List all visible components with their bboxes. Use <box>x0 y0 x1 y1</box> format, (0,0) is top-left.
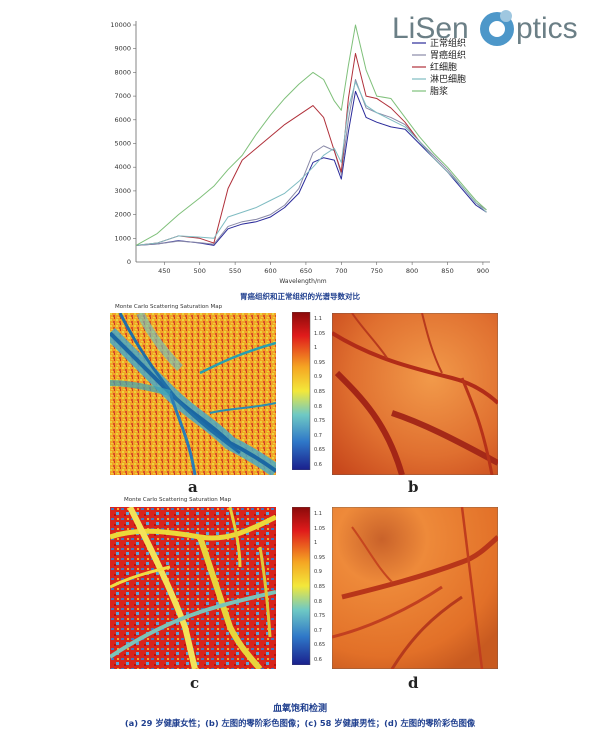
series-line-1 <box>135 90 487 246</box>
colorbar-tick-label: 0.7 <box>314 627 322 634</box>
y-tick-label: 10000 <box>110 21 131 29</box>
colorbar-tick-label: 0.8 <box>314 403 322 410</box>
panel-a-map-title: Monte Carlo Scattering Saturation Map <box>115 304 223 310</box>
x-tick-label: 700 <box>335 267 347 275</box>
colorbar-tick-label: 0.6 <box>314 462 322 468</box>
y-tick-label: 8000 <box>114 68 131 76</box>
colorbar-tick-label: 0.65 <box>314 642 326 649</box>
colorbar-tick-label: 0.95 <box>314 554 326 561</box>
colorbar-tick-label: 0.6 <box>314 657 322 663</box>
colorbar-tick-label: 1 <box>314 540 318 547</box>
panel-letter-a: a <box>188 478 198 496</box>
colorbar-tick-label: 0.75 <box>314 418 326 425</box>
panel-letter-d: d <box>408 674 419 692</box>
panel-b-color-fundus-image <box>332 313 498 475</box>
colorbar-tick-label: 0.95 <box>314 359 326 366</box>
x-tick-label: 900 <box>477 267 489 275</box>
colorbar-top <box>292 312 311 470</box>
panel-letter-b: b <box>408 478 419 496</box>
x-tick-label: 850 <box>441 267 453 275</box>
logo-text-left: LiSen <box>392 12 469 45</box>
y-tick-label: 5000 <box>114 140 131 148</box>
logo-o-mark <box>480 10 514 46</box>
colorbar-top-ticks: 1.1 1.05 1 0.95 0.9 0.85 0.8 0.75 0.7 0.65 0.6 <box>314 312 338 470</box>
legend-label: 胃癌组织 <box>430 49 466 61</box>
spectral-line-chart: 1000200030004000500060007000800090001000… <box>110 21 490 285</box>
logo-text-right: ptics <box>516 12 578 45</box>
x-tick-label: 650 <box>300 267 312 275</box>
panel-a-saturation-map <box>110 313 276 475</box>
x-tick-label: 800 <box>406 267 418 275</box>
colorbar-bottom <box>292 507 311 665</box>
x-axis-label: Wavelength/nm <box>279 278 326 285</box>
chart-series-group <box>135 24 487 246</box>
x-tick-label: 450 <box>158 267 170 275</box>
y-tick-label: 4000 <box>114 163 131 171</box>
series-line-5 <box>135 24 487 246</box>
panel-c-map-title: Monte Carlo Scattering Saturation Map <box>124 497 232 503</box>
colorbar-tick-label: 1.05 <box>314 525 326 532</box>
series-line-4 <box>135 81 487 246</box>
x-tick-label: 600 <box>264 267 276 275</box>
colorbar-bottom-ticks: 1.1 1.05 1 0.95 0.9 0.85 0.8 0.75 0.7 0.65 0.6 <box>314 507 338 665</box>
colorbar-tick-label: 1.1 <box>314 511 322 517</box>
chart-axes: 1000200030004000500060007000800090001000… <box>110 21 490 285</box>
colorbar-tick-label: 0.75 <box>314 613 326 620</box>
legend-label: 淋巴细胞 <box>430 73 466 85</box>
panel-c-saturation-map <box>110 507 276 669</box>
y-tick-label: 0 <box>127 258 131 266</box>
y-tick-label: 3000 <box>114 187 131 195</box>
y-tick-label: 7000 <box>114 92 131 100</box>
panel-letter-c: c <box>190 674 200 692</box>
figure-caption-title: 血氧饱和检测 <box>272 704 327 714</box>
panel-d-color-fundus-image <box>332 507 498 669</box>
colorbar-tick-label: 0.8 <box>314 598 322 605</box>
y-tick-label: 6000 <box>114 116 131 124</box>
x-tick-label: 750 <box>371 267 383 275</box>
figure-caption-subtitle: (a) 29 岁健康女性；(b) 左图的零阶彩色图像；(c) 58 岁健康男性；… <box>124 718 476 728</box>
chart-caption: 胃癌组织和正常组织的光谱导数对比 <box>240 292 360 301</box>
y-tick-label: 9000 <box>114 45 131 53</box>
y-tick-label: 2000 <box>114 211 131 219</box>
colorbar-tick-label: 0.65 <box>314 447 326 454</box>
colorbar-tick-label: 0.85 <box>314 389 326 395</box>
legend-label: 脂浆 <box>430 85 448 97</box>
colorbar-tick-label: 0.9 <box>314 569 322 576</box>
colorbar-tick-label: 1 <box>314 345 318 352</box>
legend-label: 红细胞 <box>430 61 457 73</box>
colorbar-tick-label: 1.05 <box>314 330 326 337</box>
series-line-2 <box>135 79 487 246</box>
colorbar-tick-label: 0.85 <box>314 584 326 590</box>
company-logo: LiSen ptics <box>392 8 592 50</box>
x-tick-label: 550 <box>229 267 241 275</box>
colorbar-tick-label: 0.7 <box>314 432 322 439</box>
colorbar-tick-label: 0.9 <box>314 374 322 381</box>
x-tick-label: 500 <box>194 267 206 275</box>
colorbar-tick-label: 1.1 <box>314 316 322 322</box>
legend-label: 正常组织 <box>430 37 466 49</box>
y-tick-label: 1000 <box>114 234 131 242</box>
